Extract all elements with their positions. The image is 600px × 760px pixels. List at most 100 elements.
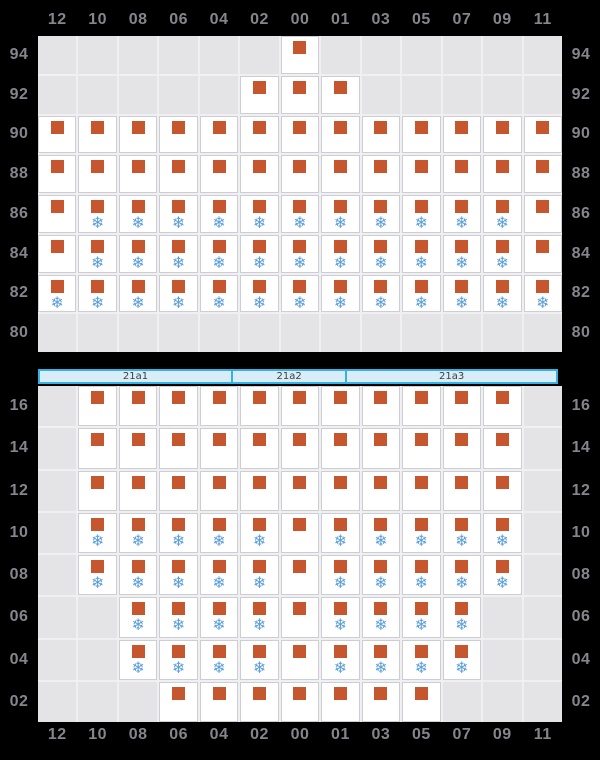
slot-cell[interactable]: ❄ [483, 512, 522, 553]
slot-cell[interactable] [38, 115, 77, 154]
slot-cell[interactable]: ❄ [523, 274, 562, 313]
slot-cell[interactable] [321, 115, 360, 154]
slot-cell[interactable] [240, 428, 279, 469]
slot-cell[interactable] [38, 155, 77, 193]
slot-cell[interactable]: ❄ [483, 234, 522, 273]
slot-cell[interactable] [523, 155, 562, 193]
slot-cell[interactable]: ❄ [442, 639, 482, 680]
slot-cell[interactable] [240, 386, 279, 427]
slot-cell[interactable] [78, 470, 117, 511]
slot-cell[interactable] [280, 555, 320, 596]
slot-cell[interactable] [199, 428, 239, 469]
slot-cell[interactable]: ❄ [321, 274, 360, 313]
slot-cell[interactable]: ❄ [199, 512, 239, 553]
slot-cell[interactable]: ❄ [321, 195, 360, 233]
slot-cell[interactable] [402, 428, 441, 469]
slot-cell[interactable]: ❄ [442, 234, 482, 273]
slot-cell[interactable]: ❄ [402, 639, 441, 680]
slot-cell[interactable] [442, 115, 482, 154]
slot-cell[interactable]: ❄ [361, 195, 401, 233]
slot-cell[interactable]: ❄ [38, 274, 77, 313]
slot-cell[interactable] [402, 115, 441, 154]
slot-cell[interactable]: ❄ [483, 274, 522, 313]
slot-cell[interactable]: ❄ [78, 195, 117, 233]
slot-cell[interactable] [280, 428, 320, 469]
slot-cell[interactable] [199, 681, 239, 722]
slot-cell[interactable] [402, 470, 441, 511]
slot-cell[interactable] [118, 115, 158, 154]
slot-cell[interactable]: ❄ [442, 555, 482, 596]
slot-cell[interactable]: ❄ [78, 512, 117, 553]
slot-cell[interactable] [38, 234, 77, 273]
slot-cell[interactable]: ❄ [321, 555, 360, 596]
slot-cell[interactable]: ❄ [402, 512, 441, 553]
slot-cell[interactable] [402, 155, 441, 193]
slot-cell[interactable] [442, 470, 482, 511]
slot-cell[interactable] [280, 36, 320, 74]
slot-cell[interactable]: ❄ [240, 597, 279, 638]
slot-cell[interactable] [118, 386, 158, 427]
slot-cell[interactable]: ❄ [402, 274, 441, 313]
slot-cell[interactable]: ❄ [118, 512, 158, 553]
slot-cell[interactable] [159, 115, 198, 154]
slot-cell[interactable]: ❄ [118, 555, 158, 596]
slot-cell[interactable]: ❄ [118, 195, 158, 233]
slot-cell[interactable]: ❄ [361, 555, 401, 596]
slot-cell[interactable]: ❄ [321, 639, 360, 680]
slot-cell[interactable]: ❄ [361, 639, 401, 680]
slot-cell[interactable]: ❄ [483, 555, 522, 596]
slot-cell[interactable] [240, 155, 279, 193]
slot-cell[interactable]: ❄ [240, 639, 279, 680]
slot-cell[interactable]: ❄ [240, 274, 279, 313]
slot-cell[interactable] [118, 470, 158, 511]
slot-cell[interactable] [361, 155, 401, 193]
slot-cell[interactable]: ❄ [78, 274, 117, 313]
slot-cell[interactable] [240, 75, 279, 114]
slot-cell[interactable]: ❄ [442, 512, 482, 553]
slot-cell[interactable]: ❄ [240, 555, 279, 596]
slot-cell[interactable]: ❄ [199, 274, 239, 313]
slot-cell[interactable]: ❄ [159, 195, 198, 233]
slot-cell[interactable] [38, 195, 77, 233]
slot-cell[interactable] [240, 115, 279, 154]
slot-cell[interactable] [321, 386, 360, 427]
slot-cell[interactable]: ❄ [442, 274, 482, 313]
slot-cell[interactable] [523, 115, 562, 154]
slot-cell[interactable] [199, 115, 239, 154]
slot-cell[interactable] [280, 386, 320, 427]
slot-cell[interactable]: ❄ [78, 234, 117, 273]
slot-cell[interactable] [280, 512, 320, 553]
slot-cell[interactable]: ❄ [159, 555, 198, 596]
slot-cell[interactable]: ❄ [199, 555, 239, 596]
slot-cell[interactable] [321, 155, 360, 193]
slot-cell[interactable]: ❄ [118, 597, 158, 638]
slot-cell[interactable] [402, 681, 441, 722]
slot-cell[interactable]: ❄ [240, 234, 279, 273]
slot-cell[interactable] [523, 195, 562, 233]
slot-cell[interactable] [199, 155, 239, 193]
slot-cell[interactable]: ❄ [118, 234, 158, 273]
slot-cell[interactable] [280, 597, 320, 638]
slot-cell[interactable]: ❄ [199, 234, 239, 273]
slot-cell[interactable]: ❄ [240, 512, 279, 553]
slot-cell[interactable]: ❄ [361, 597, 401, 638]
slot-cell[interactable] [159, 470, 198, 511]
slot-cell[interactable]: ❄ [199, 597, 239, 638]
slot-cell[interactable]: ❄ [280, 274, 320, 313]
slot-cell[interactable]: ❄ [199, 639, 239, 680]
slot-cell[interactable] [280, 75, 320, 114]
slot-cell[interactable] [159, 155, 198, 193]
slot-cell[interactable] [78, 428, 117, 469]
slot-cell[interactable] [483, 115, 522, 154]
slot-cell[interactable] [159, 428, 198, 469]
slot-cell[interactable] [361, 428, 401, 469]
slot-cell[interactable] [280, 639, 320, 680]
slot-cell[interactable] [361, 681, 401, 722]
slot-cell[interactable]: ❄ [442, 597, 482, 638]
slot-cell[interactable]: ❄ [442, 195, 482, 233]
slot-cell[interactable]: ❄ [402, 195, 441, 233]
slot-cell[interactable] [361, 115, 401, 154]
slot-cell[interactable]: ❄ [402, 597, 441, 638]
slot-cell[interactable]: ❄ [118, 274, 158, 313]
slot-cell[interactable]: ❄ [159, 234, 198, 273]
